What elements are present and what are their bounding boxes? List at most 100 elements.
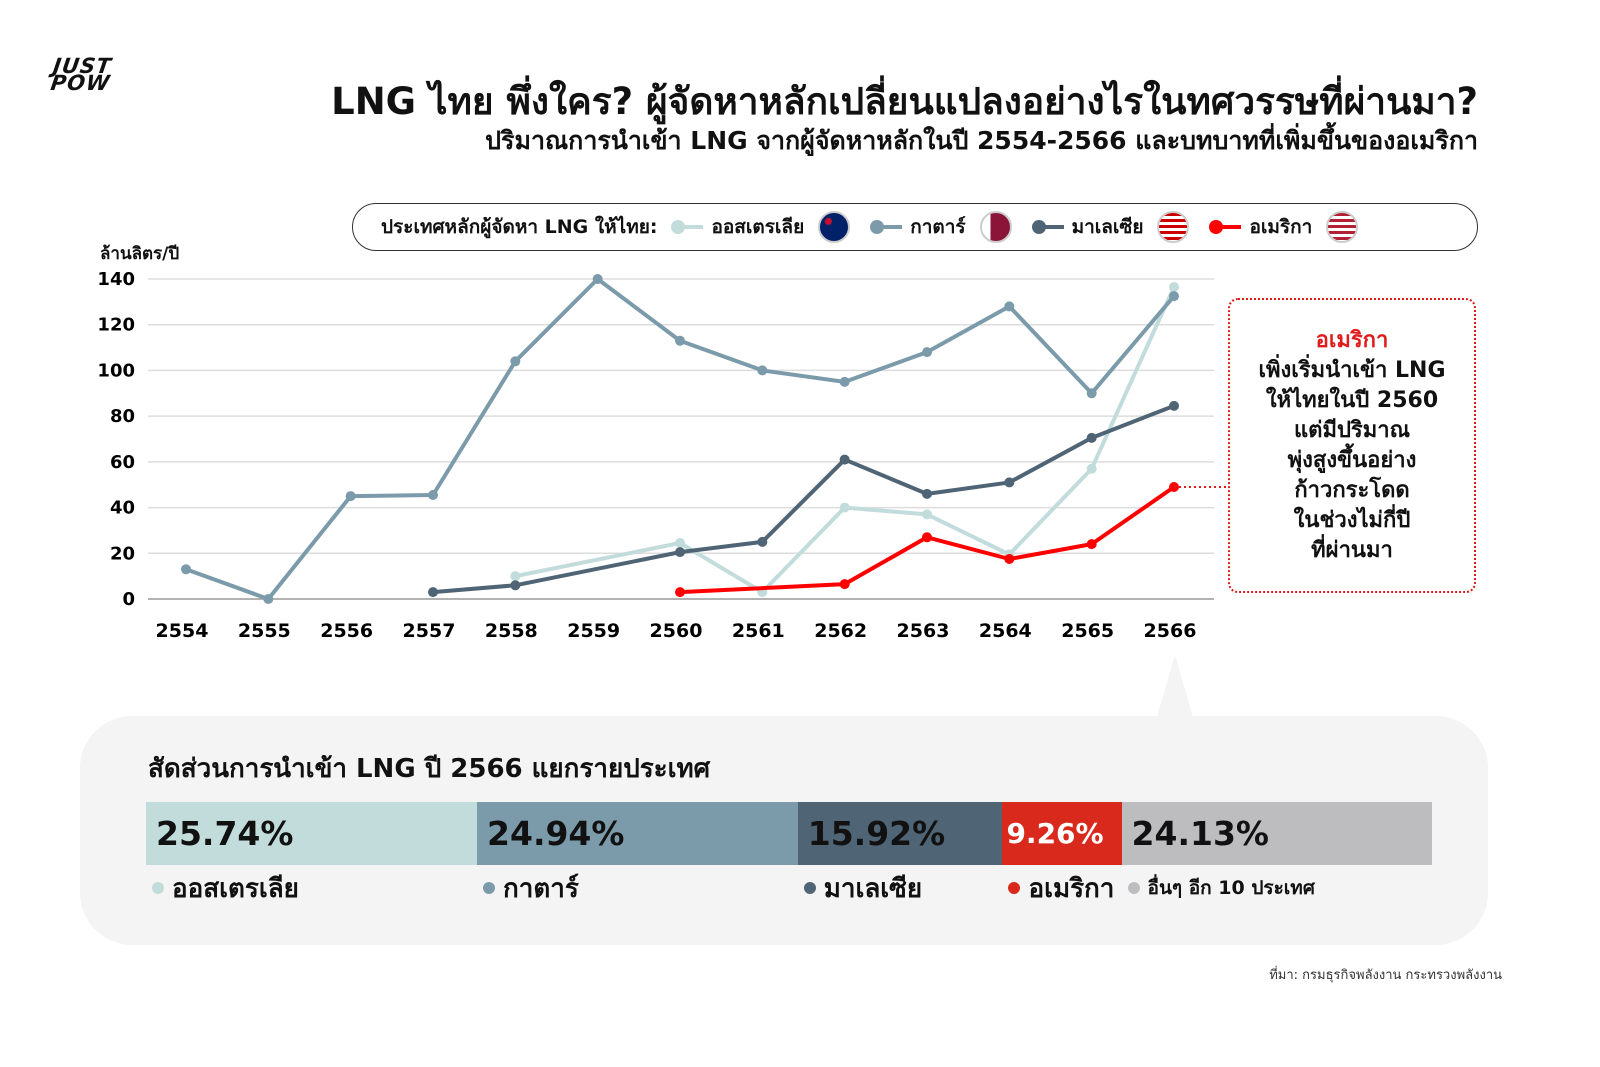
x-tick-label: 2559 xyxy=(567,620,620,642)
x-tick-label: 2560 xyxy=(650,620,703,642)
callout-line: ที่ผ่านมา xyxy=(1311,538,1393,563)
legend-dot-icon xyxy=(152,882,164,894)
data-point-malaysia xyxy=(1169,400,1179,411)
x-tick-label: 2563 xyxy=(897,620,950,642)
share-label-text: อเมริกา xyxy=(1028,873,1115,904)
series-line-usa xyxy=(679,485,1176,595)
callout-line: ให้ไทยในปี 2560 xyxy=(1265,388,1439,413)
legend-item-malaysia: มาเลเซีย xyxy=(1031,211,1196,243)
share-segment-qatar: 24.94% xyxy=(477,802,798,865)
legend-dot-icon xyxy=(1127,882,1140,894)
data-point-qatar xyxy=(181,564,191,575)
x-tick-label: 2556 xyxy=(320,620,373,642)
callout-line: เพิ่งเริ่มนำเข้า LNG xyxy=(1258,358,1446,383)
y-tick-label: 80 xyxy=(110,406,135,427)
data-point-malaysia xyxy=(757,536,768,547)
y-tick-label: 20 xyxy=(110,543,135,564)
data-point-malaysia xyxy=(510,580,521,591)
data-point-australia xyxy=(1086,463,1097,474)
callout-line: พุ่งสูงขึ้นอย่าง xyxy=(1287,448,1417,473)
share-label-qatar: กาตาร์ xyxy=(477,868,798,908)
data-point-qatar xyxy=(263,594,274,604)
share-segment-australia: 25.74% xyxy=(146,802,478,865)
x-tick-label: 2561 xyxy=(732,620,785,642)
share-label-text: กาตาร์ xyxy=(503,873,579,904)
data-point-usa xyxy=(1086,539,1097,550)
share-label-text: มาเลเซีย xyxy=(823,873,923,904)
malaysia-flag-icon xyxy=(1157,211,1190,243)
data-point-qatar xyxy=(757,365,768,376)
data-point-qatar xyxy=(345,491,356,502)
qatar-flag-icon xyxy=(979,211,1012,243)
x-tick-label: 2564 xyxy=(979,620,1032,642)
legend-item-label: กาตาร์ xyxy=(910,216,966,238)
x-tick-label: 2565 xyxy=(1061,620,1114,642)
y-tick-label: 140 xyxy=(97,269,135,290)
share-title: สัดส่วนการนำเข้า LNG ปี 2566 แยกรายประเท… xyxy=(148,754,711,784)
legend-item-australia: ออสเตรเลีย xyxy=(671,211,856,243)
data-point-usa xyxy=(839,579,850,590)
data-point-malaysia xyxy=(839,454,850,465)
y-tick-label: 100 xyxy=(97,360,135,381)
x-tick-label: 2566 xyxy=(1144,620,1197,642)
data-point-australia xyxy=(510,571,521,582)
y-tick-label: 40 xyxy=(110,498,135,519)
source-note: ที่มา: กรมธุรกิจพลังงาน กระทรวงพลังงาน xyxy=(1269,968,1502,983)
line-chart: 0 20 40 60 80 100 120 140 2554 2555 2556 2557 2558 25… xyxy=(97,269,1228,642)
callout-highlight: อเมริกา xyxy=(1315,328,1389,353)
legend-line-marker xyxy=(1031,220,1064,234)
x-tick-label: 2562 xyxy=(814,620,867,642)
data-point-usa xyxy=(1004,554,1015,564)
data-point-qatar xyxy=(428,490,438,500)
data-point-australia xyxy=(922,509,932,520)
legend-dot-icon xyxy=(483,882,496,894)
share-segment-others: 24.13% xyxy=(1121,802,1432,865)
share-segment-usa: 9.26% xyxy=(1002,802,1122,865)
panel-pointer xyxy=(1157,655,1193,717)
share-label-usa: อเมริกา xyxy=(1002,868,1121,908)
page-subtitle: ปริมาณการนำเข้า LNG จากผู้จัดหาหลักในปี … xyxy=(485,126,1478,155)
share-label-australia: ออสเตรเลีย xyxy=(146,868,477,908)
data-point-qatar xyxy=(592,274,603,284)
callout-line: แต่มีปริมาณ xyxy=(1293,418,1410,443)
data-point-malaysia xyxy=(1004,477,1015,488)
legend-line-marker xyxy=(1209,220,1242,234)
legend-item-usa: อเมริกา xyxy=(1209,211,1364,243)
callout-line: ก้าวกระโดด xyxy=(1294,478,1410,503)
data-point-malaysia xyxy=(1086,432,1097,443)
legend-dot-icon xyxy=(803,882,816,894)
share-label-text: อื่นๆ อีก 10 ประเทศ xyxy=(1147,877,1315,899)
share-label-others: อื่นๆ อีก 10 ประเทศ xyxy=(1122,868,1432,908)
data-point-australia xyxy=(675,538,685,548)
legend: ประเทศหลักผู้จัดหา LNG ให้ไทย: ออสเตรเลี… xyxy=(352,203,1478,251)
data-point-usa xyxy=(675,587,685,598)
x-tick-label: 2558 xyxy=(485,620,538,642)
x-tick-label: 2557 xyxy=(403,620,456,642)
legend-item-qatar: กาตาร์ xyxy=(870,211,1017,243)
y-tick-label: 120 xyxy=(97,315,135,336)
data-point-australia xyxy=(1169,282,1179,292)
usa-callout: อเมริกา เพิ่งเริ่มนำเข้า LNG ให้ไทยในปี 2… xyxy=(1228,298,1476,593)
data-point-malaysia xyxy=(922,488,932,499)
data-point-qatar xyxy=(922,347,932,358)
legend-line-marker xyxy=(671,220,704,234)
usa-flag-icon xyxy=(1326,211,1359,243)
data-point-usa xyxy=(922,532,932,543)
x-tick-label: 2554 xyxy=(156,620,209,642)
data-point-malaysia xyxy=(675,547,685,558)
share-label-malaysia: มาเลเซีย xyxy=(798,868,1003,908)
y-tick-label: 0 xyxy=(122,589,135,610)
share-segment-malaysia: 15.92% xyxy=(797,802,1003,865)
data-point-qatar xyxy=(839,376,850,387)
y-axis-label: ล้านลิตร/ปี xyxy=(100,244,180,264)
callout-line: ในช่วงไม่กี่ปี xyxy=(1293,508,1411,533)
legend-item-label: อเมริกา xyxy=(1249,216,1313,238)
legend-dot-icon xyxy=(1008,882,1021,894)
legend-item-label: ออสเตรเลีย xyxy=(711,216,805,238)
data-point-qatar xyxy=(1086,388,1097,399)
data-point-qatar xyxy=(1004,301,1015,312)
data-point-qatar xyxy=(675,335,685,346)
share-stacked-bar: 25.74% 24.94% 15.92% 9.26% 24.13% xyxy=(146,802,1432,865)
page-title: LNG ไทย พึ่งใคร? ผู้จัดหาหลักเปลี่ยนแปลง… xyxy=(331,80,1478,123)
x-tick-label: 2555 xyxy=(238,620,291,642)
